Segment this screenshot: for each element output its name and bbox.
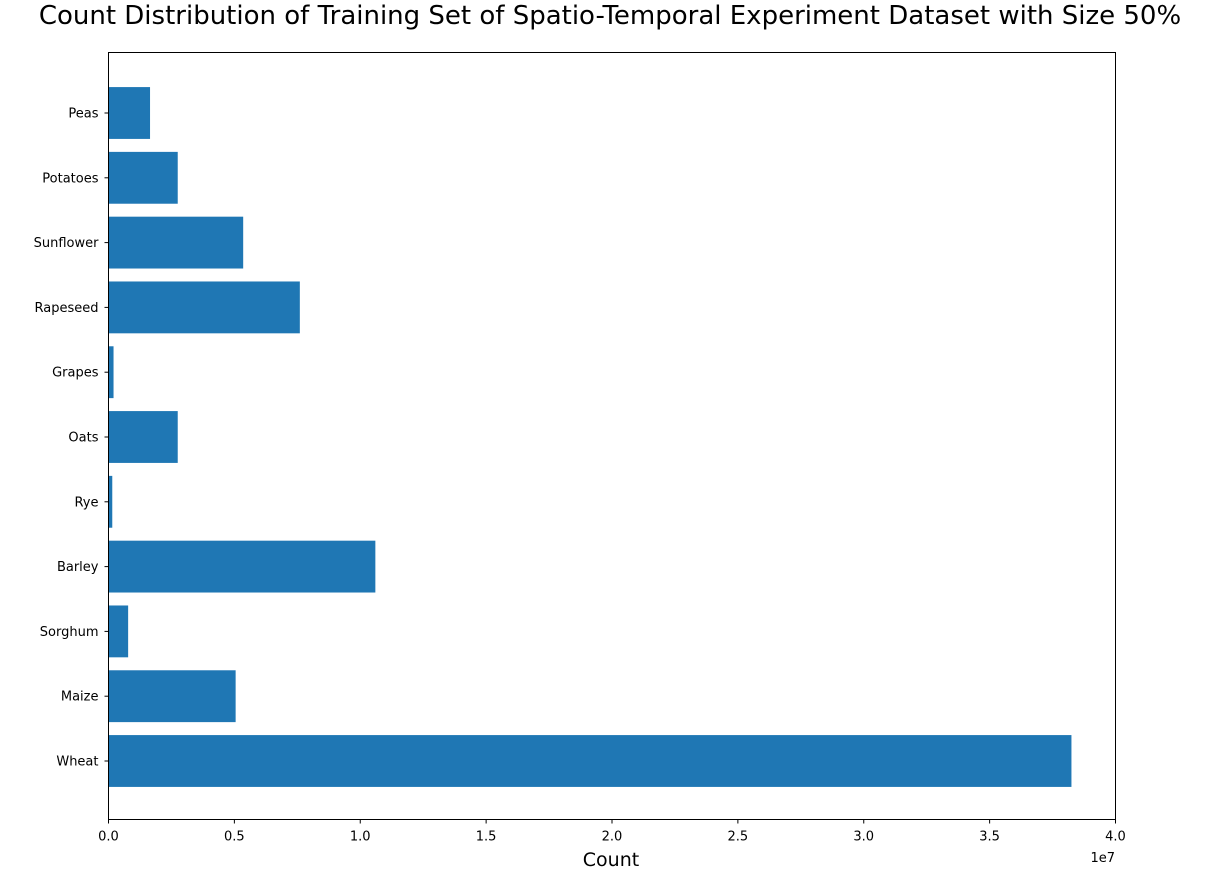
y-tick-label-potatoes: Potatoes: [42, 171, 98, 186]
bar-potatoes: [108, 151, 178, 204]
bar-grapes: [108, 346, 114, 399]
y-tick-label-rye: Rye: [74, 495, 98, 510]
x-tick-label: 3.0: [853, 830, 874, 845]
y-tick-label-peas: Peas: [68, 107, 98, 122]
x-tick-label: 1.5: [476, 830, 497, 845]
y-tick-label-wheat: Wheat: [56, 755, 98, 770]
bar-sorghum: [108, 605, 129, 658]
x-tick-label: 4.0: [1105, 830, 1126, 845]
x-axis-label: Count: [583, 849, 639, 869]
bar-peas: [108, 87, 151, 139]
x-tick-label: 0.0: [98, 830, 119, 845]
bar-rapeseed: [108, 281, 300, 334]
y-tick-label-sunflower: Sunflower: [34, 236, 100, 251]
y-tick-label-oats: Oats: [68, 431, 98, 446]
x-tick-label: 3.5: [979, 830, 1000, 845]
y-tick-label-sorghum: Sorghum: [40, 625, 99, 640]
y-tick-label-rapeseed: Rapeseed: [35, 301, 99, 316]
x-tick-label: 1.0: [350, 830, 371, 845]
y-tick-label-grapes: Grapes: [52, 366, 99, 381]
y-tick-label-barley: Barley: [57, 560, 99, 575]
y-tick-label-maize: Maize: [61, 690, 99, 705]
x-axis-offset-label: 1e7: [1090, 851, 1115, 866]
chart-title: Count Distribution of Training Set of Sp…: [39, 1, 1181, 31]
bar-wheat: [108, 735, 1072, 787]
x-tick-label: 0.5: [224, 830, 245, 845]
bar-oats: [108, 411, 178, 463]
x-tick-label: 2.0: [602, 830, 623, 845]
bar-barley: [108, 540, 376, 593]
plot-frame: [108, 52, 1116, 820]
x-tick-label: 2.5: [728, 830, 749, 845]
bars-layer: [108, 87, 1072, 787]
y-axis: Wheat Maize Sorghum Barley Rye Oats Grapes Rape…: [34, 107, 109, 770]
bar-sunflower: [108, 216, 244, 269]
bar-rye: [108, 475, 113, 528]
bar-maize: [108, 670, 236, 723]
x-axis: 0.0 0.5 1.0 1.5 2.0 2.5 3.0 3.5 4.0: [98, 819, 1126, 845]
